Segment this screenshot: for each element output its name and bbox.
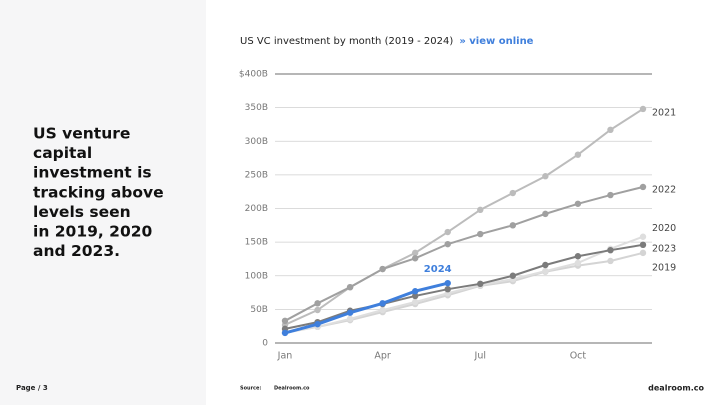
y-tick-label: 100B — [245, 271, 268, 281]
y-tick-label: 300B — [245, 137, 268, 147]
data-point — [639, 241, 647, 249]
series-label: 2024 — [424, 264, 452, 275]
headline-line: investment is — [33, 164, 152, 182]
series-line — [284, 235, 644, 334]
data-point — [542, 210, 549, 218]
data-point — [411, 298, 419, 306]
source-label: Source: — [240, 386, 261, 392]
headline-line: capital — [33, 144, 92, 162]
view-online-link[interactable]: » view online — [459, 36, 533, 47]
data-point — [411, 249, 419, 257]
data-point — [542, 267, 549, 275]
source: Dealroom.co — [274, 386, 310, 392]
data-point — [639, 105, 647, 113]
data-point — [411, 255, 419, 262]
data-point — [639, 233, 647, 240]
data-point — [444, 286, 451, 293]
data-point — [574, 151, 582, 158]
side-panel — [0, 0, 206, 405]
data-point — [574, 200, 582, 207]
x-tick-label: Jul — [474, 351, 486, 362]
data-point — [639, 249, 647, 257]
data-point — [542, 173, 549, 180]
series-line — [284, 186, 644, 322]
x-tick-label: Jan — [277, 351, 293, 362]
data-point — [281, 329, 289, 337]
page-number: Page / 3 — [16, 384, 48, 392]
series-label: 2023 — [652, 243, 676, 254]
series-line — [284, 251, 644, 334]
y-tick-label: 350B — [245, 103, 268, 113]
data-point — [314, 306, 321, 314]
data-point — [379, 265, 386, 273]
chart-title: US VC investment by month (2019 - 2024) — [240, 36, 453, 47]
data-point — [346, 315, 354, 322]
data-point — [411, 288, 419, 295]
y-tick-label: 200B — [245, 204, 268, 214]
series-label: 2019 — [652, 262, 676, 273]
data-point — [607, 257, 614, 265]
x-tick-label: Apr — [374, 351, 391, 362]
data-point — [574, 253, 582, 260]
data-point — [314, 320, 321, 328]
data-point — [509, 189, 517, 197]
data-point — [574, 259, 582, 267]
data-point — [607, 191, 614, 199]
data-point — [314, 300, 321, 307]
data-point — [607, 246, 614, 254]
y-tick-label: 50B — [250, 305, 268, 315]
series-label: 2022 — [652, 184, 676, 195]
data-point — [444, 240, 451, 248]
data-point — [509, 222, 517, 229]
y-tick-label: 150B — [245, 238, 268, 248]
data-point — [477, 230, 484, 238]
headline-line: and 2023. — [33, 242, 120, 260]
headline-line: in 2019, 2020 — [33, 223, 153, 241]
data-point — [444, 279, 451, 287]
y-tick-label: 250B — [245, 170, 268, 180]
data-point — [346, 283, 354, 291]
series-line — [284, 243, 644, 330]
data-point — [509, 272, 517, 279]
data-point — [379, 300, 386, 307]
data-point — [379, 306, 386, 314]
data-point — [411, 292, 419, 300]
series-label: 2021 — [652, 107, 676, 118]
series-line — [284, 108, 644, 326]
brand: dealroom.co — [648, 384, 704, 393]
data-point — [346, 309, 354, 316]
y-tick-label: 0 — [262, 339, 268, 349]
series-label: 2020 — [652, 223, 676, 234]
data-point — [477, 206, 484, 214]
series-line — [284, 281, 449, 335]
y-tick-label: $400B — [239, 70, 268, 80]
headline-line: US venture — [33, 125, 130, 143]
headline-line: tracking above — [33, 183, 164, 201]
data-point — [542, 261, 549, 269]
data-point — [281, 317, 289, 325]
data-point — [477, 280, 484, 288]
data-point — [444, 228, 451, 236]
headline-line: levels seen — [33, 203, 131, 221]
x-tick-label: Oct — [570, 351, 587, 362]
data-point — [639, 183, 647, 191]
data-point — [607, 126, 614, 134]
